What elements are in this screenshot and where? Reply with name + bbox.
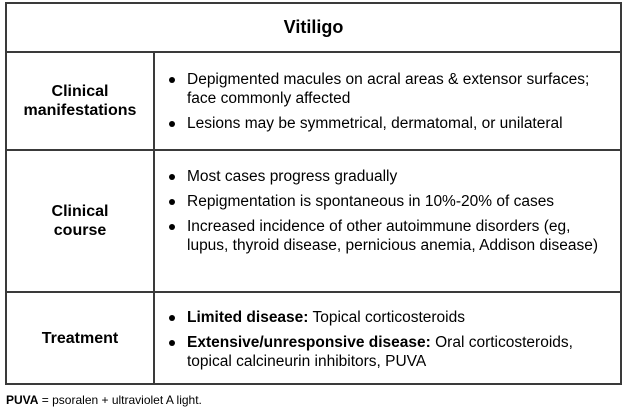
list-item: Lesions may be symmetrical, dermatomal, …: [169, 114, 614, 133]
list-item: Extensive/unresponsive disease: Oral cor…: [169, 333, 614, 371]
bullet-icon: [169, 174, 175, 180]
bullet-icon: [169, 315, 175, 321]
footnote: PUVA = psoralen + ultraviolet A light.: [6, 393, 202, 407]
bullet-list: Depigmented macules on acral areas & ext…: [169, 70, 614, 133]
list-item: Repigmentation is spontaneous in 10%-20%…: [169, 192, 614, 211]
row-label: Treatment: [7, 293, 155, 383]
table-title: Vitiligo: [7, 4, 620, 53]
bullet-list: Limited disease: Topical corticosteroids…: [169, 308, 614, 371]
bullet-icon: [169, 77, 175, 83]
row-content: Most cases progress gradually Repigmenta…: [155, 151, 620, 291]
row-treatment: Treatment Limited disease: Topical corti…: [7, 293, 620, 383]
list-item: Most cases progress gradually: [169, 167, 614, 186]
list-item: Depigmented macules on acral areas & ext…: [169, 70, 614, 108]
bullet-list: Most cases progress gradually Repigmenta…: [169, 167, 614, 255]
bullet-icon: [169, 121, 175, 127]
list-item: Limited disease: Topical corticosteroids: [169, 308, 614, 327]
footnote-text: = psoralen + ultraviolet A light.: [38, 393, 202, 407]
footnote-abbreviation: PUVA: [6, 393, 39, 407]
row-label: Clinical manifestations: [7, 53, 155, 149]
bullet-icon: [169, 224, 175, 230]
row-content: Depigmented macules on acral areas & ext…: [155, 53, 620, 149]
row-clinical-manifestations: Clinical manifestations Depigmented macu…: [7, 53, 620, 151]
list-item: Increased incidence of other autoimmune …: [169, 217, 614, 255]
row-content: Limited disease: Topical corticosteroids…: [155, 293, 620, 383]
row-label: Clinical course: [7, 151, 155, 291]
row-clinical-course: Clinical course Most cases progress grad…: [7, 151, 620, 293]
bullet-icon: [169, 199, 175, 205]
vitiligo-table: Vitiligo Clinical manifestations Depigme…: [5, 2, 622, 385]
bullet-icon: [169, 340, 175, 346]
